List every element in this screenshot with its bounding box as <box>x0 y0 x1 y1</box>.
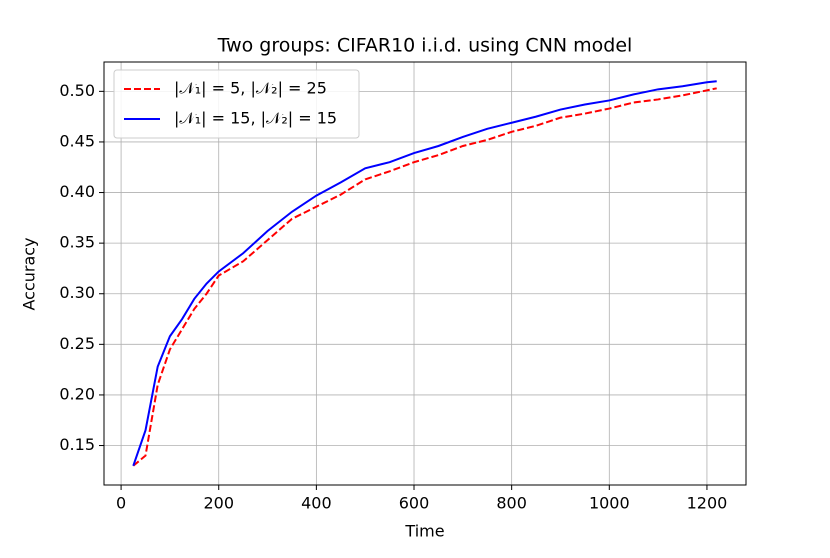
y-tick-label: 0.30 <box>59 283 95 302</box>
legend-label: |𝒩₁| = 15, |𝒩₂| = 15 <box>174 109 337 128</box>
y-tick-label: 0.50 <box>59 81 95 100</box>
chart-title: Two groups: CIFAR10 i.i.d. using CNN mod… <box>217 35 633 57</box>
x-tick-label: 800 <box>496 494 527 513</box>
x-tick-label: 1000 <box>589 494 630 513</box>
x-tick-label: 200 <box>203 494 234 513</box>
x-tick-label: 600 <box>399 494 430 513</box>
y-tick-label: 0.40 <box>59 182 95 201</box>
y-tick-label: 0.20 <box>59 384 95 403</box>
legend-label: |𝒩₁| = 5, |𝒩₂| = 25 <box>174 79 327 98</box>
y-tick-label: 0.45 <box>59 131 95 150</box>
data-line <box>132 80 717 467</box>
legend-box <box>113 69 360 139</box>
x-tick-label: 400 <box>301 494 332 513</box>
y-tick-label: 0.25 <box>59 334 95 353</box>
plot-frame <box>103 61 747 486</box>
x-tick-label: 1200 <box>687 494 728 513</box>
y-tick-label: 0.15 <box>59 435 95 454</box>
data-line <box>132 87 717 467</box>
x-axis-label: Time <box>404 522 444 541</box>
x-tick-label: 0 <box>116 494 126 513</box>
y-tick-label: 0.35 <box>59 233 95 252</box>
y-axis-label: Accuracy <box>20 237 39 310</box>
